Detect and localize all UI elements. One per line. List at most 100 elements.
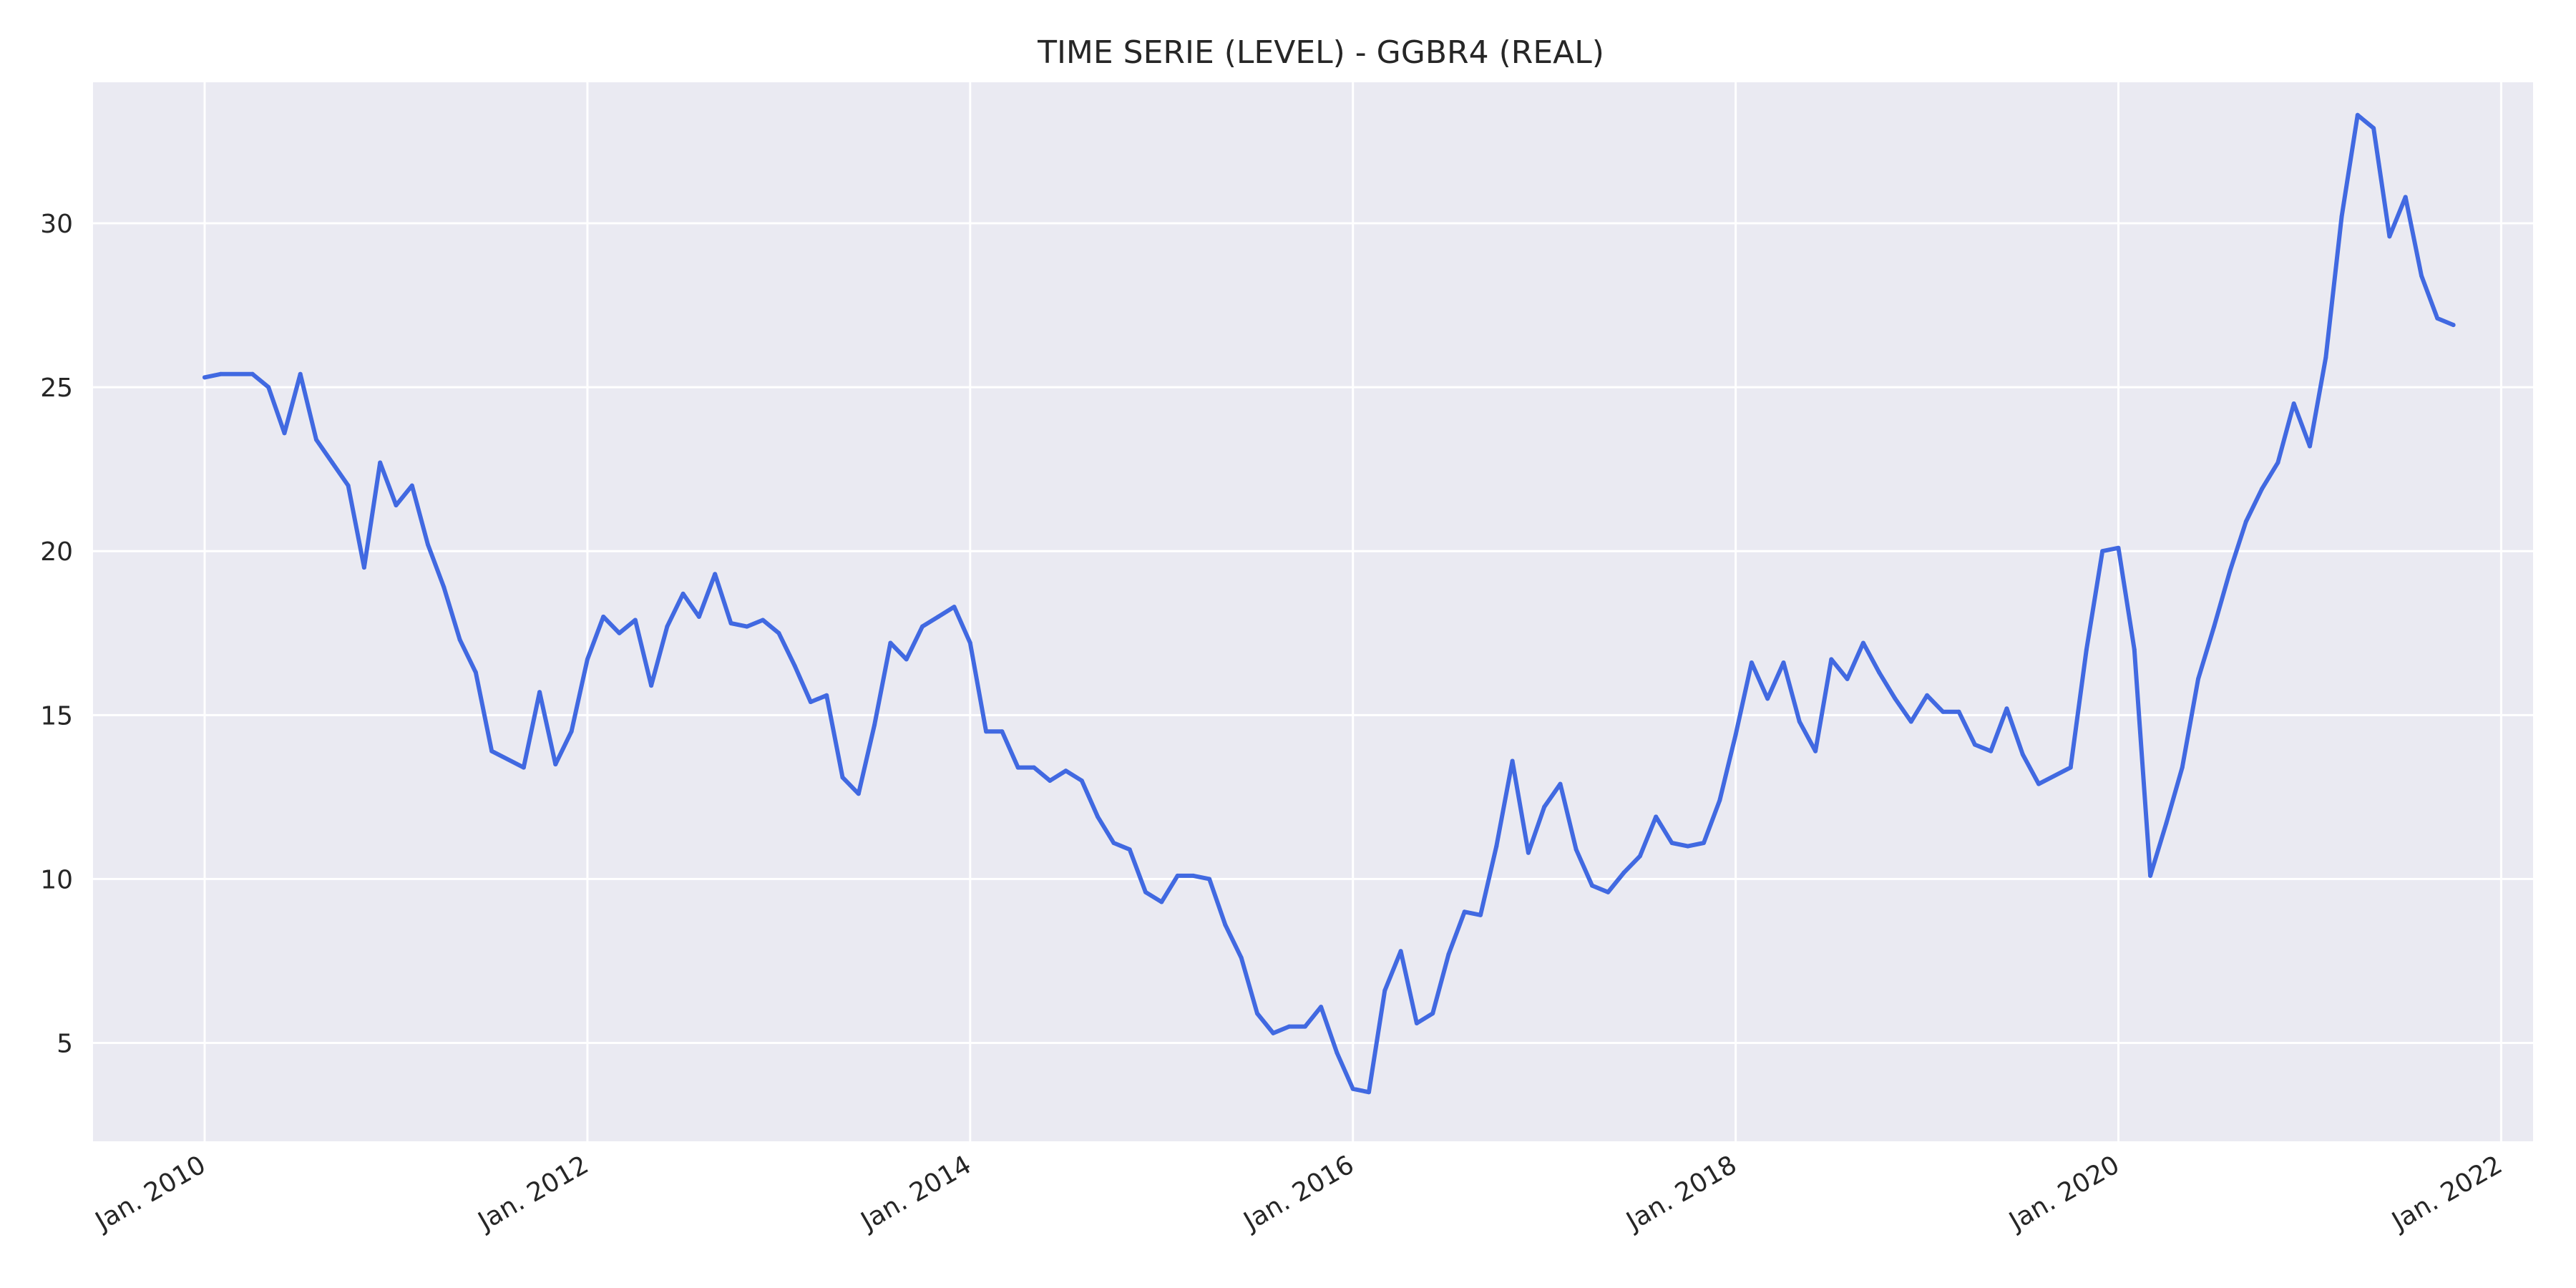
data-point	[2323, 355, 2328, 360]
data-point	[2228, 568, 2233, 573]
data-point	[2132, 647, 2137, 652]
data-point	[330, 460, 335, 465]
data-point	[473, 670, 478, 675]
data-point	[936, 614, 941, 619]
data-point	[840, 775, 845, 780]
data-point	[250, 371, 255, 376]
data-point	[1797, 719, 1802, 724]
data-point	[1159, 899, 1164, 904]
data-point	[1637, 854, 1642, 859]
data-point	[2291, 401, 2296, 406]
data-point	[1956, 709, 1961, 714]
plot-area	[93, 82, 2533, 1141]
data-point	[1925, 693, 1930, 698]
data-point	[394, 503, 399, 508]
data-point	[1398, 949, 1403, 954]
data-point	[824, 693, 829, 698]
data-point	[298, 371, 303, 376]
data-point	[776, 630, 781, 635]
data-point	[218, 371, 223, 376]
data-point	[1271, 1030, 1276, 1035]
data-point	[2020, 752, 2025, 757]
data-point	[2275, 460, 2280, 465]
data-point	[633, 618, 638, 623]
data-point	[2243, 519, 2248, 524]
data-point	[1207, 877, 1212, 882]
data-point	[680, 591, 686, 596]
data-point	[1669, 841, 1674, 845]
data-point	[1845, 676, 1850, 681]
data-point	[1478, 912, 1483, 917]
data-point	[1430, 1011, 1435, 1016]
data-point	[282, 431, 287, 436]
x-tick-label: Jan. 2022	[2386, 1150, 2507, 1237]
gridlines	[93, 82, 2533, 1141]
data-point	[1590, 883, 1594, 888]
data-point	[1048, 779, 1053, 783]
data-point	[1542, 804, 1547, 809]
data-point	[426, 542, 430, 547]
data-point	[1414, 1021, 1419, 1025]
data-point	[1893, 696, 1898, 701]
data-point	[1079, 779, 1084, 783]
x-tick-label: Jan. 2012	[472, 1150, 593, 1237]
x-tick-label: Jan. 2016	[1238, 1150, 1359, 1237]
data-point	[1382, 988, 1387, 993]
data-point	[1829, 657, 1834, 662]
y-tick-label: 25	[40, 374, 73, 403]
data-point	[984, 729, 989, 734]
data-point	[1702, 841, 1706, 845]
data-point	[1526, 850, 1531, 855]
data-point	[649, 683, 654, 688]
data-point	[2068, 765, 2073, 770]
data-point	[1350, 1086, 1355, 1091]
data-point	[1239, 955, 1244, 960]
y-tick-label: 15	[40, 701, 73, 731]
data-point	[920, 624, 924, 629]
data-point	[2148, 873, 2153, 878]
data-point	[1287, 1024, 1292, 1029]
data-point	[1558, 781, 1563, 786]
data-point	[2116, 545, 2121, 550]
data-point	[2004, 706, 2009, 711]
y-tick-label: 10	[40, 865, 73, 894]
data-point	[266, 385, 271, 390]
data-point	[1367, 1090, 1371, 1095]
data-point	[1000, 729, 1005, 734]
data-point	[569, 729, 574, 734]
data-point	[967, 640, 972, 645]
data-point	[601, 614, 606, 619]
data-point	[1908, 719, 1913, 724]
data-point	[2084, 647, 2089, 652]
data-point	[537, 690, 542, 695]
x-tick-label: Jan. 2014	[855, 1150, 976, 1237]
data-point	[2164, 821, 2169, 826]
data-point	[1860, 640, 1865, 645]
data-point	[314, 437, 318, 442]
data-point	[1685, 844, 1690, 849]
data-point	[952, 605, 957, 610]
data-point	[1096, 814, 1101, 819]
data-point	[1941, 709, 1946, 714]
y-axis-ticks: 5 10 15 20 25 30	[40, 210, 73, 1059]
data-point	[2196, 676, 2200, 681]
data-point	[904, 657, 909, 662]
data-point	[457, 637, 462, 642]
data-point	[1127, 847, 1132, 852]
data-point	[2212, 624, 2217, 629]
data-point	[2403, 195, 2408, 200]
data-point	[792, 663, 797, 668]
data-point	[203, 375, 207, 380]
data-point	[1255, 1011, 1259, 1016]
data-point	[1972, 742, 1977, 747]
x-tick-label: Jan. 2010	[89, 1150, 210, 1237]
data-point	[521, 765, 526, 770]
series-line-group	[203, 112, 2456, 1095]
data-point	[1063, 769, 1068, 774]
data-point	[346, 483, 351, 488]
data-point	[2387, 234, 2392, 239]
data-point	[856, 791, 861, 796]
data-point	[2100, 549, 2105, 554]
y-tick-label: 5	[57, 1030, 73, 1059]
data-point	[1574, 847, 1579, 852]
